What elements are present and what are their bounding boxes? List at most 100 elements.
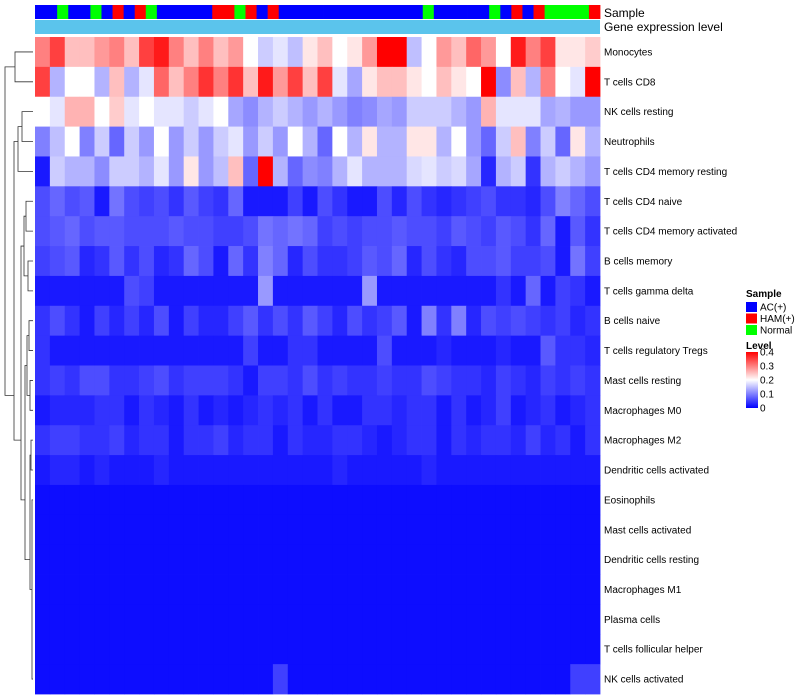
- sample-cell: [522, 5, 534, 19]
- heatmap-cell: [258, 216, 274, 247]
- heatmap-cell: [317, 335, 333, 366]
- heatmap-cell: [139, 156, 155, 187]
- heatmap-cell: [347, 574, 363, 605]
- heatmap-cell: [79, 216, 95, 247]
- heatmap-cell: [109, 664, 125, 695]
- heatmap-cell: [421, 335, 437, 366]
- heatmap-cell: [64, 96, 81, 127]
- heatmap-cell: [421, 664, 437, 695]
- heatmap-cell: [495, 395, 512, 426]
- heatmap-cell: [258, 395, 274, 426]
- heatmap-cell: [168, 37, 185, 68]
- heatmap-cell: [510, 186, 527, 217]
- sample-track-label: Sample: [604, 6, 645, 20]
- sample-cell: [278, 5, 291, 19]
- heatmap-cell: [49, 275, 66, 307]
- heatmap-cell: [451, 66, 467, 98]
- heatmap-cell: [228, 544, 244, 575]
- heatmap-cell: [391, 544, 408, 575]
- heatmap-cell: [570, 126, 586, 157]
- heatmap-cell: [317, 484, 333, 516]
- heatmap-cell: [555, 37, 571, 68]
- heatmap-cell: [347, 96, 363, 127]
- heatmap-cell: [198, 365, 214, 396]
- sample-cell: [323, 5, 335, 19]
- heatmap-cell: [481, 365, 497, 396]
- heatmap-cell: [570, 96, 586, 127]
- legend-sample-label: HAM(+): [760, 314, 795, 325]
- row-label: B cells naive: [604, 316, 661, 327]
- heatmap-cell: [94, 126, 110, 157]
- heatmap-cell: [287, 455, 304, 486]
- heatmap-cell: [362, 37, 378, 68]
- heatmap-cell: [540, 634, 556, 665]
- heatmap-cell: [109, 37, 125, 68]
- heatmap-cell: [510, 126, 527, 157]
- heatmap-cell: [139, 395, 155, 426]
- heatmap-cell: [570, 514, 586, 546]
- heatmap-cell: [585, 455, 601, 486]
- sample-cell: [411, 5, 424, 19]
- heatmap-cell: [258, 425, 274, 456]
- heatmap-cell: [228, 186, 244, 217]
- heatmap-cell: [64, 186, 81, 217]
- heatmap-cell: [376, 514, 393, 546]
- heatmap-cell: [332, 514, 348, 546]
- heatmap-cell: [317, 37, 333, 68]
- heatmap-cell: [451, 246, 467, 277]
- heatmap-cell: [64, 425, 81, 456]
- heatmap-cell: [94, 395, 110, 426]
- heatmap-cell: [94, 425, 110, 456]
- heatmap-cell: [228, 335, 244, 366]
- heatmap-cell: [198, 246, 214, 277]
- heatmap-cell: [570, 66, 586, 98]
- row-label: T cells CD8: [604, 77, 656, 88]
- heatmap-cell: [525, 664, 541, 695]
- heatmap-cell: [347, 514, 363, 546]
- heatmap-cell: [124, 275, 140, 307]
- heatmap-cell: [332, 305, 348, 337]
- heatmap-cell: [347, 275, 363, 307]
- heatmap-cell: [168, 395, 185, 426]
- row-label: Monocytes: [604, 47, 652, 58]
- heatmap-cell: [376, 335, 393, 366]
- sample-cell: [267, 5, 280, 19]
- heatmap-cell: [183, 335, 199, 366]
- heatmap-cell: [228, 395, 244, 426]
- heatmap-cell: [35, 216, 51, 247]
- sample-cell: [145, 5, 158, 19]
- heatmap-cell: [495, 425, 512, 456]
- heatmap-cell: [347, 365, 363, 396]
- heatmap-cell: [510, 664, 527, 695]
- heatmap-cell: [168, 365, 185, 396]
- heatmap-cell: [525, 275, 541, 307]
- heatmap-cell: [198, 66, 214, 98]
- heatmap-cell: [153, 96, 170, 127]
- heatmap-cell: [302, 305, 318, 337]
- heatmap-cell: [555, 66, 571, 98]
- heatmap-cell: [376, 664, 393, 695]
- heatmap-cell: [198, 425, 214, 456]
- heatmap-cell: [35, 156, 51, 187]
- heatmap-cell: [139, 634, 155, 665]
- legend-level-tick: 0.2: [760, 376, 774, 387]
- heatmap-cell: [436, 544, 452, 575]
- heatmap-cell: [94, 186, 110, 217]
- heatmap-cell: [168, 96, 185, 127]
- heatmap-cell: [168, 455, 185, 486]
- heatmap-cell: [362, 66, 378, 98]
- heatmap-cell: [332, 126, 348, 157]
- heatmap-cell: [94, 634, 110, 665]
- heatmap-cell: [213, 365, 229, 396]
- sample-cell: [433, 5, 446, 19]
- heatmap-cell: [272, 96, 289, 127]
- heatmap-cell: [481, 126, 497, 157]
- heatmap-cell: [49, 216, 66, 247]
- heatmap-cell: [228, 604, 244, 635]
- heatmap-cell: [451, 216, 467, 247]
- heatmap-cell: [153, 216, 170, 247]
- sample-cell: [79, 5, 91, 19]
- heatmap-cell: [466, 275, 482, 307]
- heatmap-cell: [525, 216, 541, 247]
- heatmap-cell: [332, 395, 348, 426]
